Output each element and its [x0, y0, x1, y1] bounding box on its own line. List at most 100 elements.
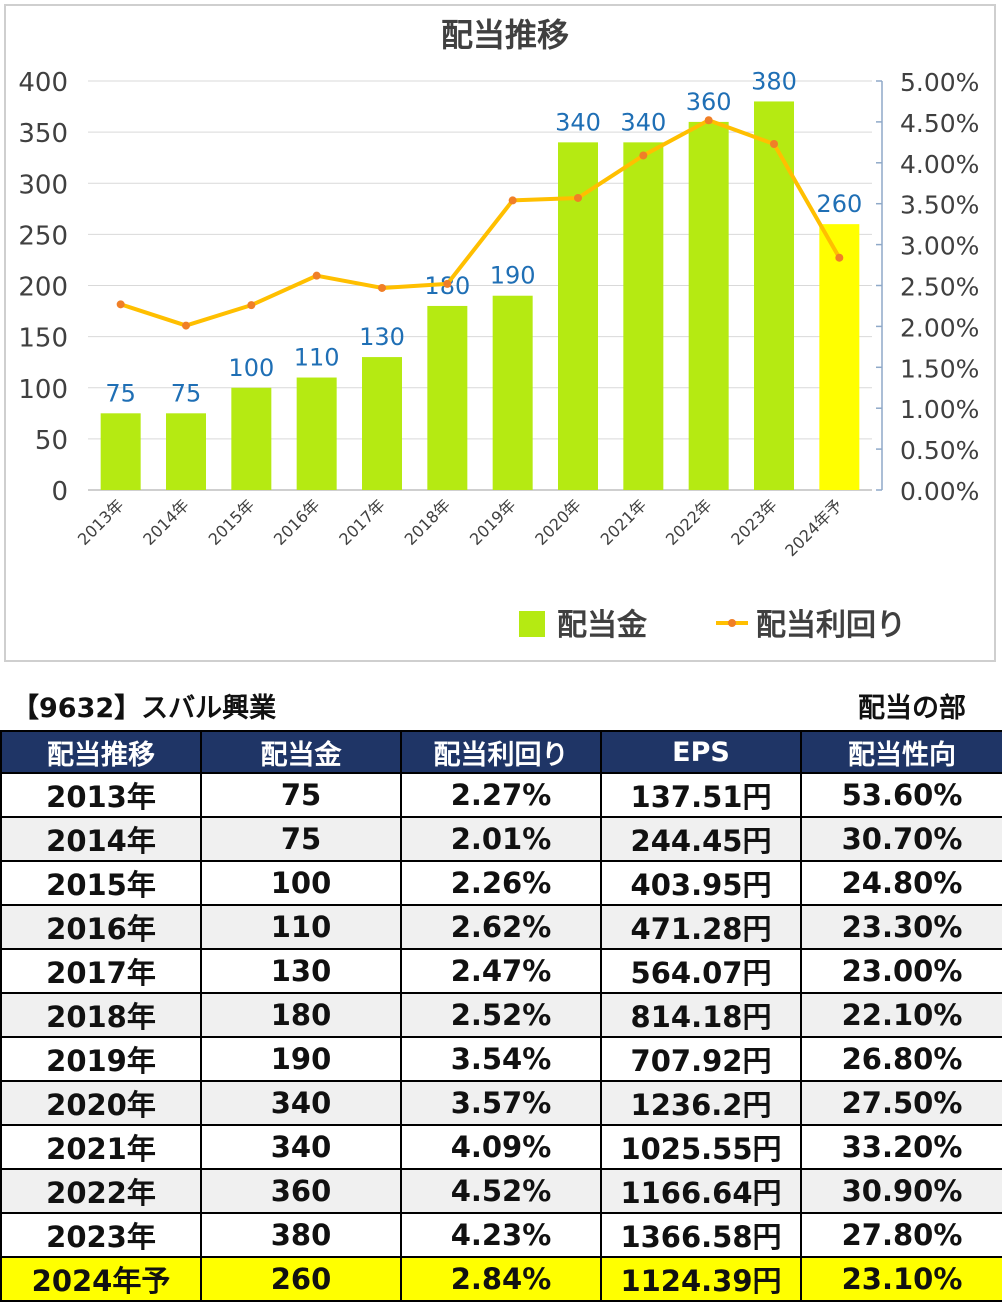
y-right-tick-label: 3.00%	[900, 232, 979, 261]
cell-eps: 471.28円	[600, 904, 802, 950]
cell-yield: 3.57%	[400, 1080, 602, 1126]
y-right-tick-label: 2.50%	[900, 273, 979, 302]
y-right-tick-label: 0.50%	[900, 436, 979, 465]
yield-line	[120, 118, 842, 328]
cell-period: 2015年	[0, 860, 202, 906]
table-subtitle: 配当の部	[858, 693, 966, 724]
col-header-yield: 配当利回り	[400, 730, 602, 774]
yield-point	[247, 301, 256, 310]
y-left-tick-label: 50	[35, 426, 68, 456]
cell-period: 2013年	[0, 772, 202, 818]
table-row: 2022年 360 4.52% 1166.64円 30.90%	[0, 1168, 1002, 1214]
yield-point	[312, 271, 321, 280]
cell-eps: 1166.64円	[600, 1168, 802, 1214]
y-right-tick-label: 1.50%	[900, 354, 979, 383]
table-title: 【9632】スバル興業	[12, 693, 277, 724]
cell-period: 2017年	[0, 948, 202, 994]
cell-yield: 2.52%	[400, 992, 602, 1038]
cell-dividend: 75	[200, 816, 402, 862]
y-left-tick-label: 100	[18, 375, 68, 405]
y-left-tick-label: 250	[18, 221, 68, 251]
cell-yield: 2.62%	[400, 904, 602, 950]
cell-dividend: 260	[200, 1256, 402, 1302]
table-row: 2013年 75 2.27% 137.51円 53.60%	[0, 772, 1002, 818]
bar-data-label: 380	[751, 67, 797, 95]
y-left-tick-label: 200	[18, 273, 68, 303]
cell-payout-ratio: 27.80%	[800, 1212, 1002, 1258]
x-tick-label: 2022年	[662, 495, 716, 549]
bar-data-label: 260	[816, 190, 862, 218]
yield-point	[508, 196, 517, 205]
cell-payout-ratio: 23.30%	[800, 904, 1002, 950]
cell-period: 2021年	[0, 1124, 202, 1170]
chart-title: 配当推移	[441, 16, 569, 54]
cell-eps: 403.95円	[600, 860, 802, 906]
bar-data-label: 360	[686, 88, 732, 116]
legend-marker-yield	[728, 619, 736, 627]
x-tick-label: 2023年	[727, 495, 781, 549]
yield-point	[443, 279, 452, 288]
table-row: 2021年 340 4.09% 1025.55円 33.20%	[0, 1124, 1002, 1170]
y-left-tick-label: 150	[18, 324, 68, 354]
table-row: 2014年 75 2.01% 244.45円 30.70%	[0, 816, 1002, 862]
bar-data-label: 110	[294, 344, 340, 372]
x-tick-label: 2018年	[401, 495, 455, 549]
yield-point	[835, 253, 844, 262]
cell-dividend: 380	[200, 1212, 402, 1258]
cell-eps: 707.92円	[600, 1036, 802, 1082]
table-row: 2019年 190 3.54% 707.92円 26.80%	[0, 1036, 1002, 1082]
bar	[492, 295, 533, 490]
table-row: 2020年 340 3.57% 1236.2円 27.50%	[0, 1080, 1002, 1126]
bar	[166, 413, 206, 490]
cell-yield: 2.26%	[400, 860, 602, 906]
yield-point	[770, 139, 778, 148]
cell-yield: 2.47%	[400, 948, 602, 994]
cell-payout-ratio: 53.60%	[800, 772, 1002, 818]
bar-data-label: 75	[105, 379, 136, 407]
y-right-tick-label: 4.00%	[900, 150, 979, 179]
cell-period: 2024年予	[0, 1256, 202, 1302]
bar	[688, 121, 729, 491]
cell-yield: 2.01%	[400, 816, 602, 862]
cell-eps: 1366.58円	[600, 1212, 802, 1258]
y-left-tick-label: 400	[18, 68, 68, 98]
dividend-chart: 配当推移 0 50 100 150 200 250 300 350 400 0.00% 0.50% 1.…	[18, 16, 979, 643]
cell-dividend: 360	[200, 1168, 402, 1214]
yield-point	[182, 321, 190, 330]
cell-payout-ratio: 26.80%	[800, 1036, 1002, 1082]
bar	[427, 305, 468, 490]
legend-swatch-dividend	[519, 611, 545, 637]
cell-eps: 137.51円	[600, 772, 802, 818]
y-right-tick-label: 0.00%	[900, 477, 979, 506]
table-row: 2016年 110 2.62% 471.28円 23.30%	[0, 904, 1002, 950]
x-tick-label: 2016年	[270, 495, 324, 549]
cell-period: 2022年	[0, 1168, 202, 1214]
x-tick-label: 2019年	[466, 495, 520, 549]
yield-point	[378, 283, 386, 292]
table-row: 2023年 380 4.23% 1366.58円 27.80%	[0, 1212, 1002, 1258]
dividend-table: 配当推移 配当金 配当利回り EPS 配当性向 2013年 75 2.27% 137.…	[0, 730, 1002, 1302]
cell-dividend: 190	[200, 1036, 402, 1082]
cell-payout-ratio: 23.00%	[800, 948, 1002, 994]
cell-period: 2016年	[0, 904, 202, 950]
cell-dividend: 340	[200, 1124, 402, 1170]
cell-yield: 3.54%	[400, 1036, 602, 1082]
table-row: 2017年 130 2.47% 564.07円 23.00%	[0, 948, 1002, 994]
bar-data-label: 130	[359, 323, 405, 351]
cell-payout-ratio: 30.70%	[800, 816, 1002, 862]
cell-dividend: 100	[200, 860, 402, 906]
cell-period: 2018年	[0, 992, 202, 1038]
cell-payout-ratio: 24.80%	[800, 860, 1002, 906]
cell-eps: 1124.39円	[600, 1256, 802, 1302]
yield-point	[704, 116, 713, 125]
cell-period: 2023年	[0, 1212, 202, 1258]
y-right-tick-label: 5.00%	[900, 68, 979, 97]
x-tick-label: 2014年	[139, 495, 193, 549]
cell-dividend: 110	[200, 904, 402, 950]
yield-point	[639, 151, 648, 160]
x-tick-label: 2013年	[74, 495, 128, 549]
y-left-tick-label: 350	[18, 119, 68, 149]
y-right-tick-label: 4.50%	[900, 109, 979, 138]
x-tick-label: 2021年	[597, 495, 651, 549]
col-header-payout-ratio: 配当性向	[800, 730, 1002, 774]
